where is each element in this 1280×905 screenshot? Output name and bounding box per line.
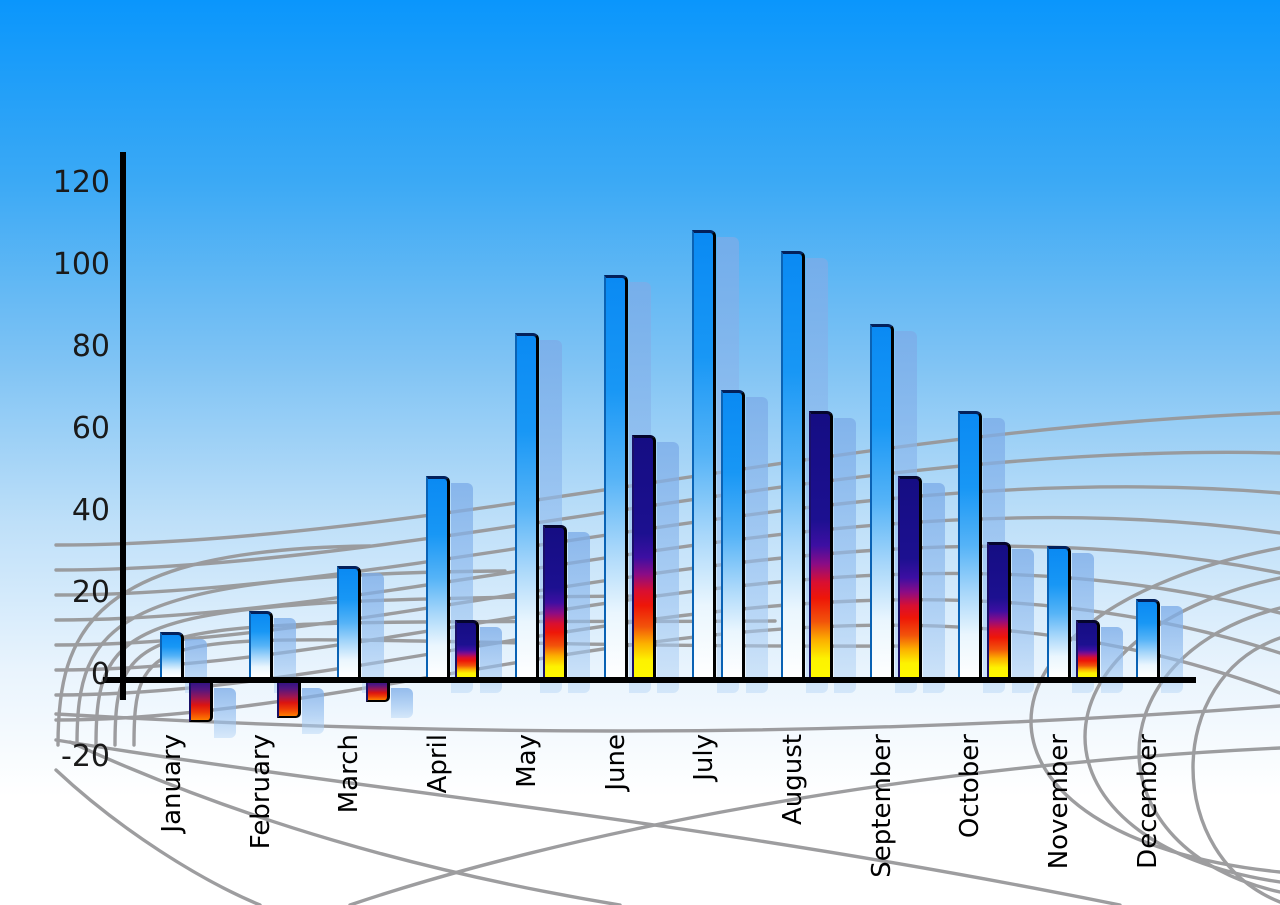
bar-december-primary [1135,599,1160,677]
bar-shadow-february-secondary [302,688,325,734]
x-label-september: September [866,734,897,878]
bar-shadow-october-secondary [1011,548,1034,693]
bar-september-primary [869,324,894,677]
bar-june-secondary [632,435,656,677]
bar-january-primary [160,631,184,677]
x-axis-line [103,677,1196,683]
bar-july-secondary [720,390,745,677]
x-label-december: December [1132,734,1163,869]
bar-shadow-september-secondary [923,483,946,693]
x-label-may: May [511,734,542,788]
bar-shadow-february-primary [273,618,296,693]
bar-september-secondary [898,476,923,677]
y-axis-line [120,152,126,700]
bar-shadow-january-secondary [213,688,236,738]
x-label-january: January [157,734,187,833]
x-label-april: April [423,734,454,794]
bar-november-primary [1047,545,1071,677]
bar-march-primary [337,566,362,677]
bar-shadow-may-secondary [568,532,591,693]
bar-shadow-december-primary [1160,606,1183,693]
bar-shadow-april-secondary [479,626,502,693]
y-tick-40: 40 [71,493,110,528]
y-tick-60: 60 [71,411,110,446]
bar-october-secondary [986,541,1011,677]
bar-shadow-november-secondary [1100,626,1123,693]
bar-july-primary [692,230,717,677]
bar-august-secondary [809,410,834,677]
bar-shadow-august-secondary [834,417,857,693]
y-tick-120: 120 [52,165,110,200]
x-label-october: October [955,734,986,839]
y-tick-80: 80 [71,329,110,364]
bar-january-secondary [188,681,213,722]
bar-shadow-july-secondary [745,397,768,693]
bar-shadow-march-primary [362,573,385,693]
bar-october-primary [958,410,983,677]
bar-shadow-march-secondary [390,688,413,718]
bar-february-secondary [277,681,302,718]
y-tick--20: -20 [61,739,110,774]
x-label-july: July [689,734,720,781]
x-label-november: November [1044,734,1074,870]
y-tick-0: 0 [90,657,110,692]
x-label-june: June [600,734,631,791]
bar-april-primary [426,476,451,677]
bar-shadow-june-secondary [657,442,679,693]
bar-april-secondary [454,619,479,677]
bar-august-primary [780,250,805,677]
y-tick-20: 20 [71,575,110,610]
bar-may-secondary [543,525,568,677]
bar-march-secondary [365,681,390,702]
y-tick-100: 100 [52,247,110,282]
bar-may-primary [514,332,539,677]
x-label-february: February [245,734,276,850]
bar-june-primary [603,275,628,677]
x-label-august: August [777,734,808,825]
bar-november-secondary [1075,619,1100,677]
x-label-march: March [334,734,365,814]
bar-february-primary [248,611,273,677]
